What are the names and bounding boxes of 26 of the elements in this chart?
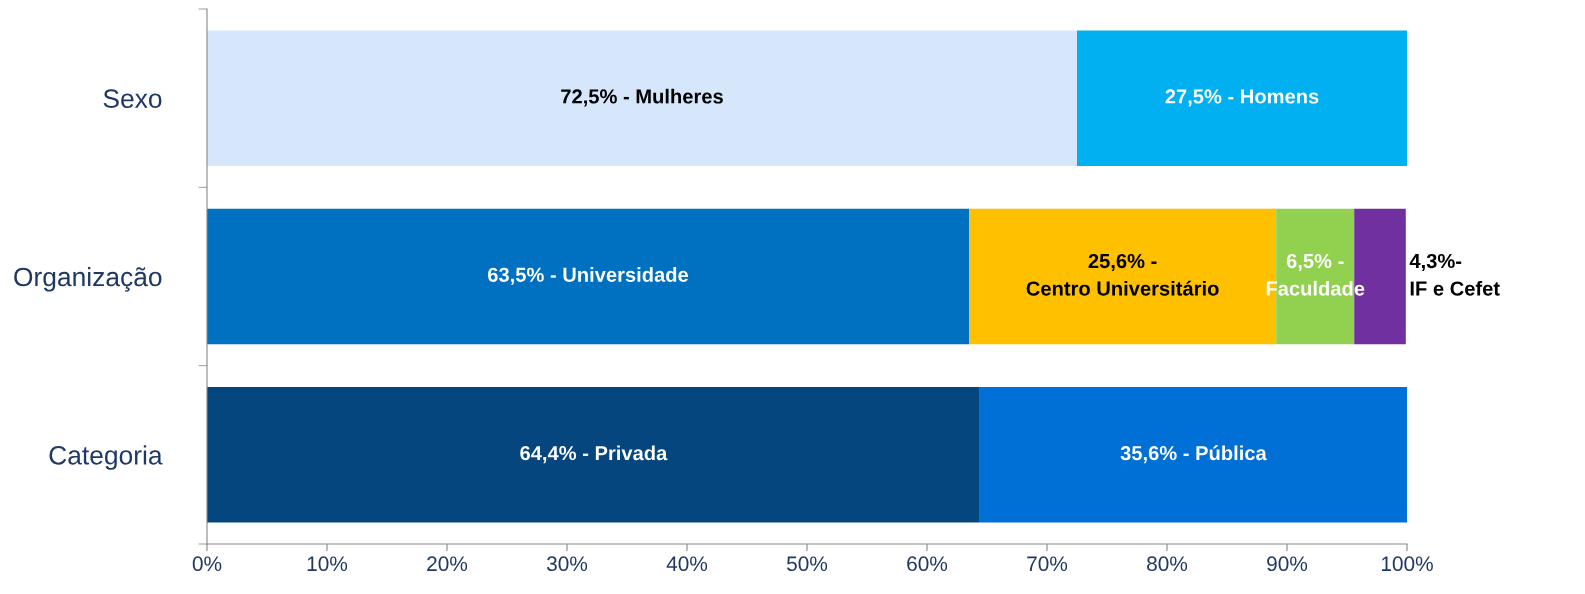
x-tick-label: 10%	[307, 556, 348, 572]
x-tick-label: 20%	[427, 556, 468, 572]
data-label: 27,5% - Homens	[1165, 89, 1319, 107]
x-tick-label: 70%	[1027, 556, 1068, 572]
x-tick-label: 50%	[786, 556, 828, 572]
data-label: 4,3%- IF e Cefet	[1409, 253, 1500, 296]
bar	[207, 208, 969, 345]
x-tick-label: 100%	[1381, 556, 1433, 572]
data-label: 63,5% - Universidade	[488, 267, 689, 285]
x-tick-label: 60%	[907, 556, 948, 572]
x-tick-label: 30%	[546, 556, 588, 572]
bar	[207, 387, 980, 523]
x-tick-label: 40%	[666, 556, 708, 572]
y-tick-label: Sexo	[103, 89, 162, 108]
y-tick-label: Organização	[14, 266, 162, 292]
data-label: 72,5% - Mulheres	[561, 88, 723, 107]
y-tick-label: Categoria	[49, 445, 163, 470]
data-label: 35,6% - Pública	[1120, 445, 1267, 464]
bar	[979, 387, 1407, 523]
data-label: 64,4% - Privada	[520, 445, 668, 464]
data-label: 25,6% - Centro Universitário	[1026, 253, 1219, 296]
bar	[1077, 30, 1407, 166]
x-tick-label: 80%	[1147, 556, 1188, 572]
x-tick-label: 0%	[192, 556, 222, 572]
bar	[207, 30, 1077, 166]
x-tick-label: 90%	[1267, 556, 1308, 572]
